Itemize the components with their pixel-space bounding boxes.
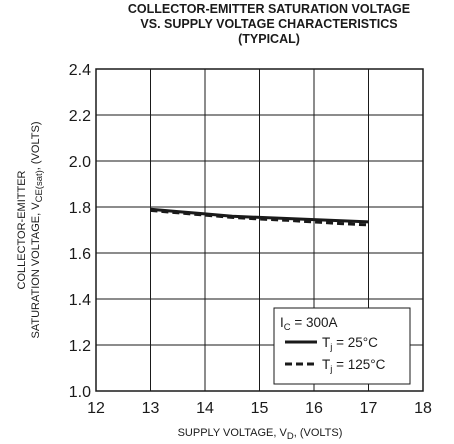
series-layer bbox=[150, 207, 369, 227]
x-axis-label: SUPPLY VOLTAGE, VD, (VOLTS) bbox=[178, 427, 343, 442]
y-tick-label: 1.8 bbox=[69, 200, 91, 217]
legend: IC = 300A Tj = 25°C Tj = 125°C bbox=[273, 307, 411, 385]
chart-title-line-3: (TYPICAL) bbox=[238, 32, 300, 46]
y-axis-label: COLLECTOR-EMITTER SATURATION VOLTAGE, VC… bbox=[16, 122, 45, 339]
y-tick-label: 1.2 bbox=[69, 338, 91, 355]
y-tick-label: 1.0 bbox=[69, 384, 91, 401]
legend-label-125c: Tj = 125°C bbox=[322, 357, 386, 375]
y-tick-label: 2.0 bbox=[69, 154, 91, 171]
x-tick-label: 18 bbox=[414, 400, 432, 417]
series-line-125c bbox=[150, 208, 369, 227]
x-tick-label: 16 bbox=[305, 400, 323, 417]
x-tick-label: 15 bbox=[251, 400, 269, 417]
y-tick-label: 1.6 bbox=[69, 246, 91, 263]
legend-condition: IC = 300A bbox=[280, 315, 338, 333]
x-tick-label: 12 bbox=[87, 400, 105, 417]
legend-box bbox=[273, 307, 411, 385]
y-tick-label: 2.4 bbox=[69, 62, 91, 79]
chart-title-line-2: VS. SUPPLY VOLTAGE CHARACTERISTICS bbox=[140, 17, 397, 31]
x-tick-label: 14 bbox=[196, 400, 214, 417]
chart-title-line-1: COLLECTOR-EMITTER SATURATION VOLTAGE bbox=[128, 2, 410, 16]
y-axis-label-line-1: COLLECTOR-EMITTER bbox=[16, 170, 28, 289]
y-tick-label: 1.4 bbox=[69, 292, 91, 309]
tick-labels: 12 13 14 15 16 17 18 1.0 1.2 1.4 1.6 1.8 2.0 2.2 2.4 bbox=[69, 62, 432, 417]
y-tick-label: 2.2 bbox=[69, 108, 91, 125]
grid bbox=[95, 68, 424, 392]
y-axis-label-line-2: SATURATION VOLTAGE, VCE(sat), (VOLTS) bbox=[30, 122, 45, 339]
legend-label-25c: Tj = 25°C bbox=[322, 335, 378, 353]
x-tick-label: 17 bbox=[360, 400, 378, 417]
plot-frame bbox=[95, 68, 424, 392]
x-tick-label: 13 bbox=[142, 400, 160, 417]
